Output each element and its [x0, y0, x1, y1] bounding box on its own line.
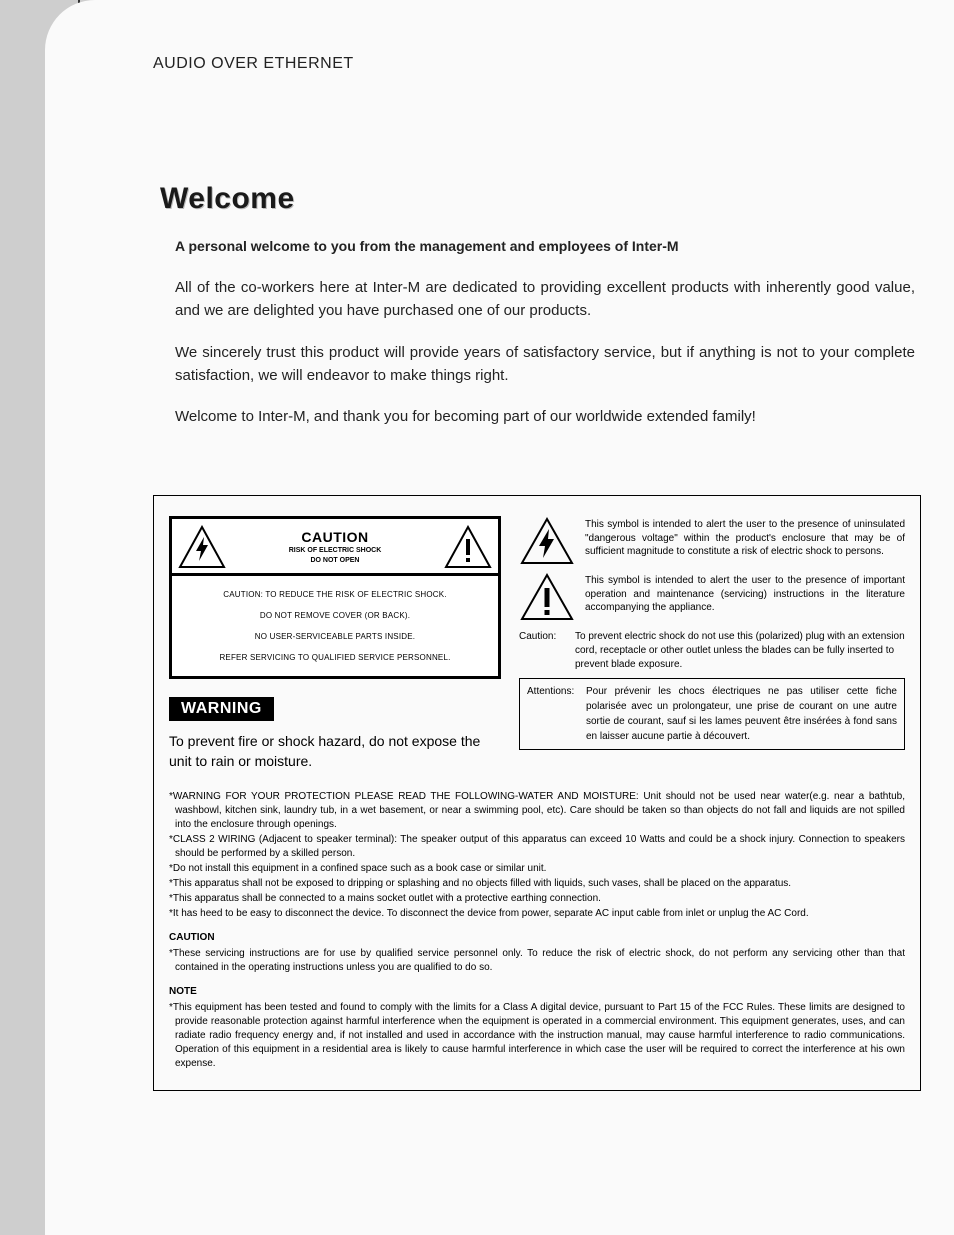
- page: AUDIO OVER ETHERNET Welcome A personal w…: [45, 0, 954, 1235]
- caution-label: CAUTION: [226, 529, 444, 545]
- fine-w2: *CLASS 2 WIRING (Adjacent to speaker ter…: [169, 833, 905, 861]
- fine-w3: *Do not install this equipment in a conf…: [169, 862, 905, 876]
- fine-print: *WARNING FOR YOUR PROTECTION PLEASE READ…: [169, 790, 905, 1071]
- fine-note-head: NOTE: [169, 985, 905, 999]
- caution-line1: CAUTION: TO REDUCE THE RISK OF ELECTRIC …: [180, 590, 490, 599]
- caution-block: CAUTION RISK OF ELECTRIC SHOCK DO NOT OP…: [169, 516, 501, 679]
- safety-top-row: CAUTION RISK OF ELECTRIC SHOCK DO NOT OP…: [169, 516, 905, 772]
- left-column: CAUTION RISK OF ELECTRIC SHOCK DO NOT OP…: [169, 516, 501, 772]
- caution-body: CAUTION: TO REDUCE THE RISK OF ELECTRIC …: [172, 576, 498, 676]
- caution-note: Caution: To prevent electric shock do no…: [519, 630, 905, 672]
- warning-label: WARNING: [169, 697, 274, 721]
- fine-caution-head: CAUTION: [169, 931, 905, 945]
- intro-p2: We sincerely trust this product will pro…: [175, 341, 915, 388]
- symbol-exclaim-row: This symbol is intended to alert the use…: [519, 572, 905, 622]
- page-header: AUDIO OVER ETHERNET: [153, 55, 354, 73]
- fine-n1: *This equipment has been tested and foun…: [169, 1001, 905, 1071]
- caution-line2: DO NOT REMOVE COVER (OR BACK).: [180, 611, 490, 620]
- symbol-bolt-row: This symbol is intended to alert the use…: [519, 516, 905, 566]
- intro-p1: All of the co-workers here at Inter-M ar…: [175, 276, 915, 323]
- caution-line4: REFER SERVICING TO QUALIFIED SERVICE PER…: [180, 653, 490, 662]
- attentions-text: Pour prévenir les chocs électriques ne p…: [582, 684, 897, 744]
- caution-header: CAUTION RISK OF ELECTRIC SHOCK DO NOT OP…: [172, 519, 498, 576]
- fine-w4: *This apparatus shall not be exposed to …: [169, 877, 905, 891]
- attentions-box: Attentions: Pour prévenir les chocs élec…: [519, 678, 905, 750]
- page-title: Welcome: [160, 182, 295, 216]
- fine-c1: *These servicing instructions are for us…: [169, 947, 905, 975]
- caution-sub2: DO NOT OPEN: [226, 557, 444, 565]
- bolt-icon: [178, 525, 226, 569]
- caution-note-label: Caution:: [519, 630, 571, 672]
- warning-text: To prevent fire or shock hazard, do not …: [169, 731, 501, 772]
- attentions-label: Attentions:: [527, 684, 582, 744]
- fine-w6: *It has heed to be easy to disconnect th…: [169, 907, 905, 921]
- intro-section: A personal welcome to you from the manag…: [175, 238, 915, 446]
- intro-p3: Welcome to Inter-M, and thank you for be…: [175, 405, 915, 428]
- symbol-bolt-text: This symbol is intended to alert the use…: [585, 516, 905, 566]
- symbol-exclaim-text: This symbol is intended to alert the use…: [585, 572, 905, 622]
- exclaim-triangle-icon: [519, 572, 575, 622]
- warning-block: WARNING To prevent fire or shock hazard,…: [169, 697, 501, 772]
- bolt-triangle-icon: [519, 516, 575, 566]
- symbols-column: This symbol is intended to alert the use…: [519, 516, 905, 772]
- caution-sub1: RISK OF ELECTRIC SHOCK: [226, 547, 444, 555]
- fine-w5: *This apparatus shall be connected to a …: [169, 892, 905, 906]
- safety-box: CAUTION RISK OF ELECTRIC SHOCK DO NOT OP…: [153, 495, 921, 1091]
- intro-subhead: A personal welcome to you from the manag…: [175, 238, 915, 254]
- caution-note-text: To prevent electric shock do not use thi…: [571, 630, 905, 672]
- caution-line3: NO USER-SERVICEABLE PARTS INSIDE.: [180, 632, 490, 641]
- fine-w1: *WARNING FOR YOUR PROTECTION PLEASE READ…: [169, 790, 905, 832]
- exclaim-icon: [444, 525, 492, 569]
